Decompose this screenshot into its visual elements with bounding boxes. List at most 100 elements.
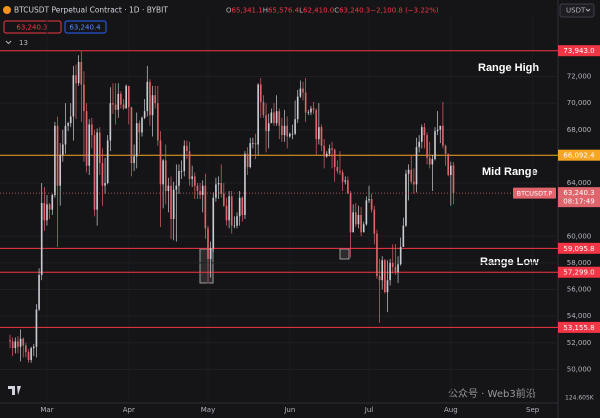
candle-body	[312, 108, 315, 110]
ohlc-key: C	[334, 7, 339, 15]
candle-body	[341, 172, 344, 182]
candle-body	[201, 185, 204, 196]
level-badge	[558, 242, 600, 254]
candle-body	[191, 176, 193, 180]
candle-body	[299, 88, 302, 97]
x-tick-label: May	[201, 406, 215, 414]
tradingview-logo[interactable]	[8, 386, 21, 395]
x-tick-label: Aug	[444, 406, 458, 414]
candle-body	[296, 96, 299, 120]
candle-body	[85, 111, 88, 166]
candle-body	[283, 125, 286, 136]
candle-body	[83, 84, 85, 112]
candle-body	[72, 75, 75, 117]
candle-body	[415, 147, 418, 185]
candle-body	[246, 153, 249, 168]
y-tick-label: 68,000	[567, 126, 592, 134]
y-tick-label: 52,000	[567, 339, 592, 347]
candle-body	[410, 169, 413, 182]
candle-body	[77, 61, 80, 84]
candle-body	[426, 135, 428, 158]
candle-body	[352, 212, 354, 233]
level-label: 53,155.8	[563, 324, 594, 332]
currency-select[interactable]	[559, 3, 595, 18]
candle-body	[162, 160, 164, 185]
candle-body	[135, 123, 138, 157]
level-badge	[558, 266, 600, 278]
candle-body	[22, 338, 25, 346]
candle-body	[127, 85, 130, 108]
price-badge	[558, 187, 600, 208]
buy-price[interactable]: 63,240.4	[69, 24, 101, 32]
candle-body	[149, 81, 151, 116]
sell-price[interactable]: 63,240.3	[16, 24, 47, 32]
candle-body	[275, 111, 278, 124]
candle-body	[362, 224, 365, 233]
candle-body	[91, 124, 93, 136]
candle-body	[141, 117, 143, 133]
candle-body	[450, 165, 452, 176]
candle-body	[188, 151, 191, 180]
candle-body	[157, 103, 159, 141]
candle-body	[175, 185, 178, 190]
candle-body	[394, 266, 397, 273]
candle-body	[56, 125, 59, 186]
candle-body	[238, 197, 241, 217]
candle-body	[212, 197, 215, 249]
candle-body	[54, 125, 56, 196]
highlight-box	[339, 248, 350, 260]
x-tick-label: Sep	[526, 406, 540, 414]
candle-body	[405, 173, 407, 226]
candle-body	[112, 103, 114, 105]
candle-body	[294, 119, 296, 134]
countdown: 08:17:49	[563, 198, 594, 206]
candle-body	[384, 260, 386, 293]
candle-body	[62, 144, 64, 156]
candle-body	[262, 101, 265, 116]
candle-body	[9, 340, 11, 342]
indicator-count[interactable]: 13	[19, 39, 28, 47]
candle-body	[48, 204, 51, 210]
x-tick-label: Mar	[40, 406, 53, 414]
candle-body	[40, 203, 43, 275]
candle-body	[265, 115, 267, 132]
symbol-badge	[513, 187, 556, 199]
candle-body	[117, 93, 120, 110]
candle-body	[418, 141, 420, 148]
candle-body	[302, 88, 304, 93]
buy-button[interactable]	[64, 20, 107, 34]
candle-body	[336, 167, 339, 172]
candle-body	[88, 124, 91, 166]
ohlc-value: 65,576.4	[268, 7, 300, 15]
candle-body	[436, 129, 439, 132]
symbol-icon	[3, 6, 11, 14]
candle-body	[323, 145, 325, 157]
candle-body	[109, 103, 112, 141]
candle-body	[172, 189, 175, 219]
candle-body	[64, 125, 67, 145]
candle-body	[27, 352, 30, 361]
candle-body	[183, 145, 186, 172]
sell-button[interactable]	[3, 20, 62, 34]
candle-body	[310, 108, 312, 113]
candle-body	[318, 127, 320, 140]
candle-body	[230, 196, 233, 226]
y-tick-label: 72,000	[567, 73, 592, 81]
candle-body	[428, 157, 431, 165]
candle-body	[270, 112, 273, 124]
candle-body	[38, 274, 40, 310]
candle-body	[349, 193, 352, 233]
y-tick-label: 70,000	[567, 99, 592, 107]
candle-body	[19, 338, 22, 347]
candle-body	[452, 165, 455, 194]
candle-body	[252, 143, 254, 144]
candle-body	[17, 341, 19, 347]
candle-body	[399, 246, 402, 265]
symbol-title[interactable]: BTCUSDT Perpetual Contract · 1D · BYBIT	[14, 6, 168, 15]
y-tick-label: 50,000	[567, 365, 592, 373]
candle-body	[291, 133, 294, 135]
currency[interactable]: USDT	[566, 7, 586, 15]
collapse-chevron[interactable]	[5, 40, 12, 45]
candle-body	[209, 248, 212, 259]
